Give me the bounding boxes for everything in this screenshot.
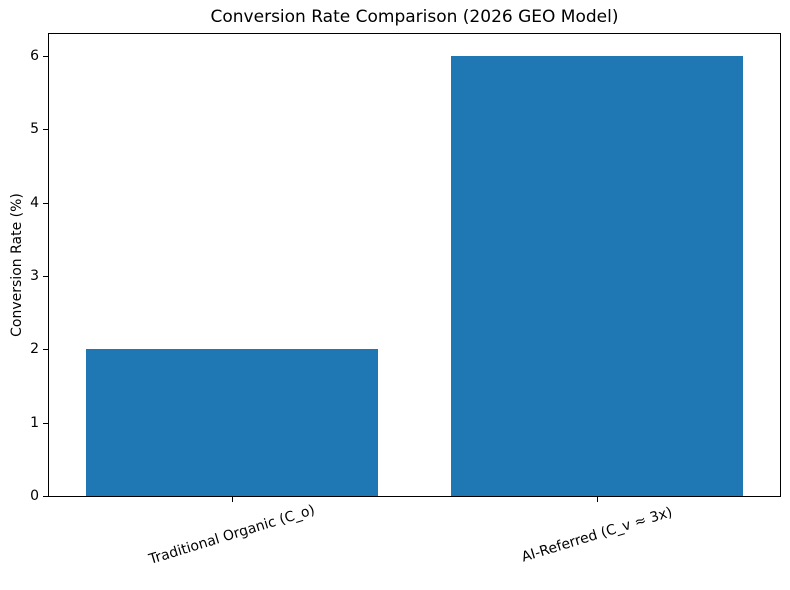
y-tick-mark <box>43 276 48 277</box>
x-tick-label: Traditional Organic (C_o) <box>147 502 317 568</box>
y-tick-label: 5 <box>30 121 39 137</box>
x-tick-mark <box>232 497 233 502</box>
plot-area <box>48 33 781 497</box>
y-tick-mark <box>43 423 48 424</box>
y-tick-mark <box>43 56 48 57</box>
y-tick-label: 6 <box>30 48 39 64</box>
y-tick-mark <box>43 496 48 497</box>
y-tick-mark <box>43 129 48 130</box>
bar-1 <box>451 56 743 496</box>
bars-layer <box>49 34 780 496</box>
x-tick-mark <box>597 497 598 502</box>
y-tick-label: 4 <box>30 195 39 211</box>
bar-0 <box>86 349 378 496</box>
chart-title: Conversion Rate Comparison (2026 GEO Mod… <box>210 7 619 27</box>
y-tick-label: 2 <box>30 341 39 357</box>
y-tick-label: 1 <box>30 415 39 431</box>
y-tick-label: 0 <box>30 488 39 504</box>
y-axis-label: Conversion Rate (%) <box>9 193 25 337</box>
y-tick-mark <box>43 349 48 350</box>
y-tick-mark <box>43 203 48 204</box>
x-tick-label: AI-Referred (C_v ≈ 3x) <box>519 504 675 566</box>
y-tick-label: 3 <box>30 268 39 284</box>
